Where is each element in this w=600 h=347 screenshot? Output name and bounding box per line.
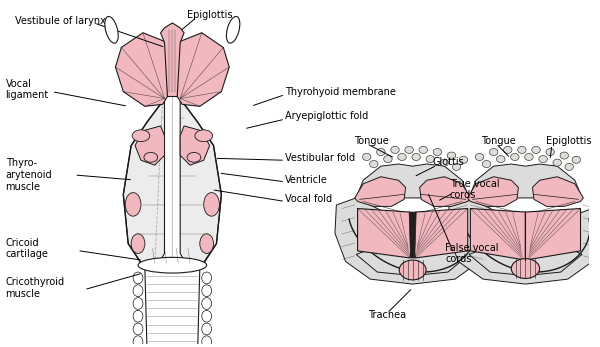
Text: Tongue: Tongue <box>354 136 389 146</box>
Polygon shape <box>358 209 413 258</box>
Text: Tongue: Tongue <box>481 136 516 146</box>
Ellipse shape <box>511 153 519 161</box>
Ellipse shape <box>202 336 212 347</box>
Ellipse shape <box>370 161 378 168</box>
Ellipse shape <box>518 146 526 153</box>
Text: Ventricle: Ventricle <box>285 175 328 185</box>
Polygon shape <box>135 126 164 165</box>
Ellipse shape <box>377 149 385 155</box>
Text: Vestibular fold: Vestibular fold <box>285 153 355 163</box>
Ellipse shape <box>133 336 143 347</box>
Ellipse shape <box>187 152 201 162</box>
Polygon shape <box>145 268 200 347</box>
Ellipse shape <box>572 156 581 163</box>
Polygon shape <box>180 101 221 265</box>
Polygon shape <box>467 177 518 206</box>
Ellipse shape <box>133 298 143 309</box>
Text: True vocal
cords: True vocal cords <box>450 179 500 201</box>
Ellipse shape <box>511 259 539 278</box>
Ellipse shape <box>405 146 413 153</box>
Ellipse shape <box>503 146 512 153</box>
Ellipse shape <box>132 130 150 142</box>
Polygon shape <box>335 164 490 284</box>
Ellipse shape <box>440 159 449 166</box>
Text: Cricothyroid
muscle: Cricothyroid muscle <box>5 277 65 298</box>
Ellipse shape <box>452 163 461 170</box>
Polygon shape <box>355 177 406 206</box>
Polygon shape <box>470 209 526 260</box>
Polygon shape <box>448 164 600 284</box>
Text: Glottis: Glottis <box>432 157 464 167</box>
Polygon shape <box>413 209 468 258</box>
Polygon shape <box>161 23 184 96</box>
Ellipse shape <box>202 272 212 284</box>
Ellipse shape <box>125 193 141 216</box>
Ellipse shape <box>496 155 505 163</box>
Ellipse shape <box>131 234 145 253</box>
Ellipse shape <box>202 285 212 297</box>
Ellipse shape <box>133 272 143 284</box>
Ellipse shape <box>133 285 143 297</box>
Ellipse shape <box>433 149 442 155</box>
Polygon shape <box>409 212 416 258</box>
Ellipse shape <box>105 16 118 43</box>
Ellipse shape <box>226 16 240 43</box>
Ellipse shape <box>202 298 212 309</box>
Ellipse shape <box>133 310 143 322</box>
Polygon shape <box>180 126 209 165</box>
Ellipse shape <box>133 323 143 335</box>
Text: Epiglottis: Epiglottis <box>546 136 592 146</box>
Ellipse shape <box>553 159 562 166</box>
Polygon shape <box>420 177 470 206</box>
Ellipse shape <box>525 153 533 161</box>
Polygon shape <box>526 209 581 260</box>
Ellipse shape <box>482 161 491 168</box>
Polygon shape <box>115 33 169 106</box>
Ellipse shape <box>391 146 399 153</box>
Ellipse shape <box>539 155 547 163</box>
Text: Cricoid
cartilage: Cricoid cartilage <box>5 238 49 259</box>
Ellipse shape <box>362 153 371 161</box>
Ellipse shape <box>459 156 468 163</box>
Ellipse shape <box>200 234 214 253</box>
Ellipse shape <box>546 149 554 155</box>
Text: Thyro-
arytenoid
muscle: Thyro- arytenoid muscle <box>5 158 52 192</box>
Ellipse shape <box>399 260 426 280</box>
Text: Trachea: Trachea <box>368 310 407 320</box>
Ellipse shape <box>565 163 574 170</box>
Ellipse shape <box>195 130 212 142</box>
Ellipse shape <box>447 152 456 159</box>
Text: Epiglottis: Epiglottis <box>187 10 233 20</box>
Polygon shape <box>532 177 583 206</box>
Polygon shape <box>123 101 164 265</box>
Ellipse shape <box>560 152 569 159</box>
Ellipse shape <box>202 323 212 335</box>
Text: Vestibule of larynx: Vestibule of larynx <box>16 16 106 26</box>
Polygon shape <box>176 33 229 106</box>
Text: Vocal fold: Vocal fold <box>285 194 332 204</box>
Ellipse shape <box>138 257 206 273</box>
Ellipse shape <box>490 149 498 155</box>
Ellipse shape <box>398 153 406 161</box>
Text: False vocal
cords: False vocal cords <box>445 243 499 264</box>
Ellipse shape <box>419 146 427 153</box>
Ellipse shape <box>532 146 540 153</box>
Ellipse shape <box>383 155 392 163</box>
Ellipse shape <box>412 153 421 161</box>
Text: Vocal
ligament: Vocal ligament <box>5 79 49 100</box>
Ellipse shape <box>202 310 212 322</box>
Ellipse shape <box>204 193 220 216</box>
Text: Aryepiglottic fold: Aryepiglottic fold <box>285 111 368 121</box>
Text: Thyrohyoid membrane: Thyrohyoid membrane <box>285 87 396 96</box>
Ellipse shape <box>475 153 484 161</box>
Ellipse shape <box>144 152 158 162</box>
Ellipse shape <box>426 155 434 163</box>
